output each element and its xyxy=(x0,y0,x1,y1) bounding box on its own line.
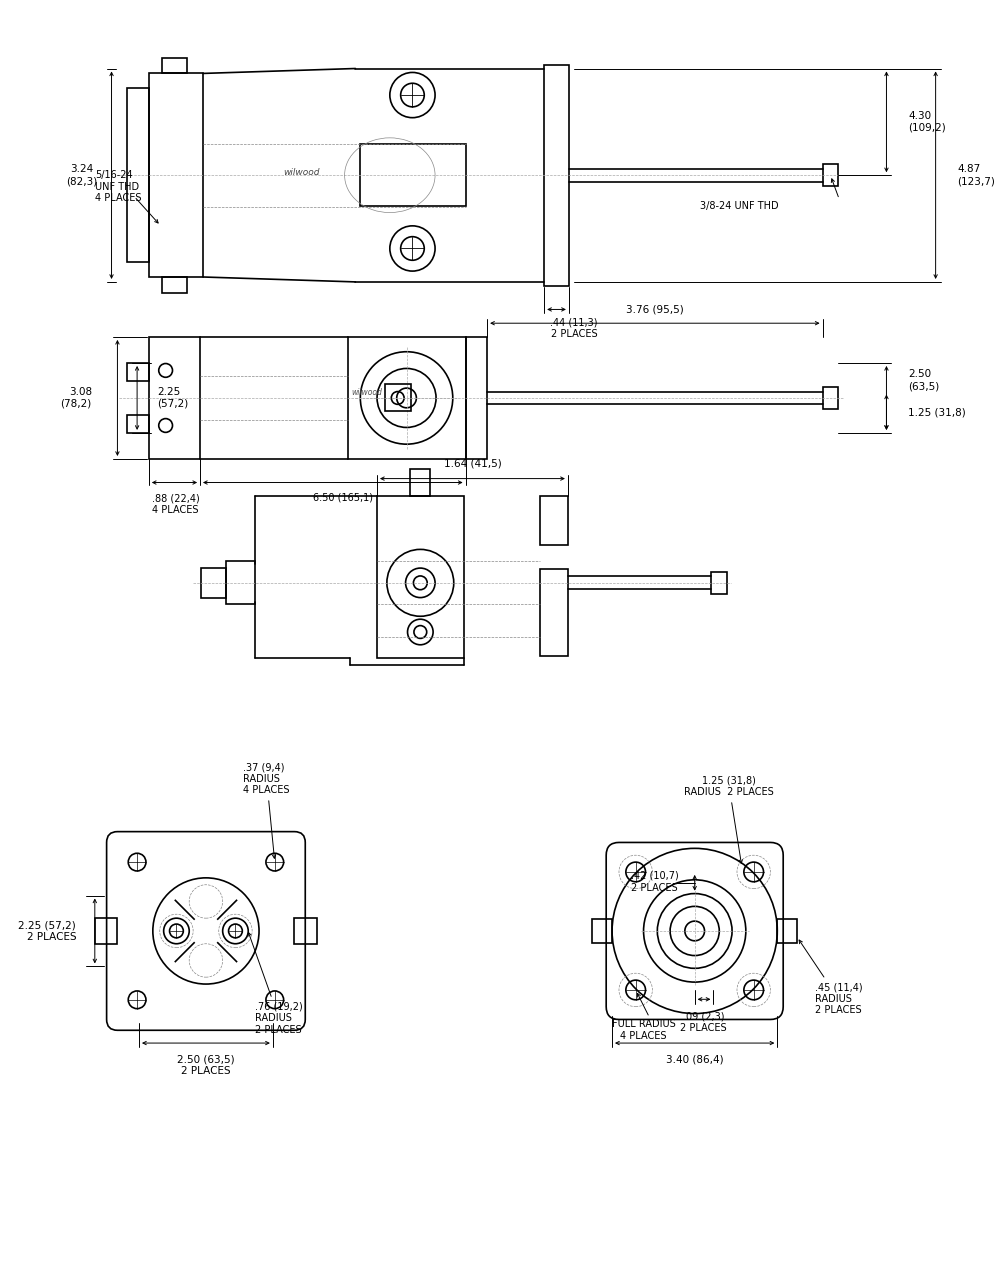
Text: 2.25 (57,2)
2 PLACES: 2.25 (57,2) 2 PLACES xyxy=(18,920,76,942)
Bar xyxy=(540,569,568,656)
Text: 4.30
(109,2): 4.30 (109,2) xyxy=(908,111,946,133)
Bar xyxy=(385,384,411,411)
Bar xyxy=(95,918,117,944)
Text: 1.25 (31,8)
RADIUS  2 PLACES: 1.25 (31,8) RADIUS 2 PLACES xyxy=(684,776,774,863)
Bar xyxy=(127,88,149,262)
Bar xyxy=(711,573,727,594)
Bar xyxy=(544,64,569,286)
Text: wilwood: wilwood xyxy=(351,388,382,397)
Text: 2.50 (63,5)
2 PLACES: 2.50 (63,5) 2 PLACES xyxy=(177,1055,235,1077)
Bar xyxy=(127,363,149,382)
Bar xyxy=(127,415,149,434)
Bar xyxy=(348,337,466,459)
Text: 6.50 (165,1): 6.50 (165,1) xyxy=(313,493,373,502)
Bar xyxy=(162,277,187,293)
Text: .44 (11,3)
2 PLACES: .44 (11,3) 2 PLACES xyxy=(550,317,598,339)
Bar xyxy=(360,144,466,206)
FancyBboxPatch shape xyxy=(107,832,305,1030)
Text: .37 (9,4)
RADIUS
4 PLACES: .37 (9,4) RADIUS 4 PLACES xyxy=(243,762,290,858)
Bar xyxy=(201,568,226,598)
Text: 1.25 (31,8): 1.25 (31,8) xyxy=(908,408,966,417)
Text: .42 (10,7)
2 PLACES: .42 (10,7) 2 PLACES xyxy=(631,871,679,892)
Text: .45 (11,4)
RADIUS
2 PLACES: .45 (11,4) RADIUS 2 PLACES xyxy=(799,940,862,1015)
Bar xyxy=(823,387,838,408)
Text: .76 (19,2)
RADIUS
2 PLACES: .76 (19,2) RADIUS 2 PLACES xyxy=(248,933,303,1035)
Bar xyxy=(226,561,255,604)
Bar xyxy=(162,58,187,73)
Text: FULL RADIUS
4 PLACES: FULL RADIUS 4 PLACES xyxy=(612,1020,675,1042)
Text: 1.64 (41,5): 1.64 (41,5) xyxy=(444,459,501,469)
Bar xyxy=(777,919,797,943)
Text: 5/16-24
UNF THD
4 PLACES: 5/16-24 UNF THD 4 PLACES xyxy=(95,169,141,204)
Bar xyxy=(149,73,203,277)
Text: wilwood: wilwood xyxy=(283,168,320,177)
Bar xyxy=(466,337,487,459)
Bar xyxy=(149,337,200,459)
Text: .88 (22,4)
4 PLACES: .88 (22,4) 4 PLACES xyxy=(152,493,200,514)
Text: 2.50
(63,5): 2.50 (63,5) xyxy=(908,369,939,391)
Text: 3.40 (86,4): 3.40 (86,4) xyxy=(666,1055,724,1064)
Bar xyxy=(592,919,612,943)
Bar xyxy=(540,497,568,546)
Text: 3.76 (95,5): 3.76 (95,5) xyxy=(626,305,684,315)
Bar xyxy=(823,164,838,186)
Bar xyxy=(377,497,464,657)
Bar xyxy=(410,469,430,497)
Text: 3.08
(78,2): 3.08 (78,2) xyxy=(61,387,92,408)
Text: 4.87
(123,7): 4.87 (123,7) xyxy=(957,164,995,186)
Text: 3/8-24 UNF THD: 3/8-24 UNF THD xyxy=(700,201,778,211)
Text: .09 (2,3)
2 PLACES: .09 (2,3) 2 PLACES xyxy=(680,1011,727,1033)
Text: 2.25
(57,2): 2.25 (57,2) xyxy=(157,387,188,408)
Bar xyxy=(294,918,317,944)
Text: 3.24
(82,3): 3.24 (82,3) xyxy=(66,164,98,186)
